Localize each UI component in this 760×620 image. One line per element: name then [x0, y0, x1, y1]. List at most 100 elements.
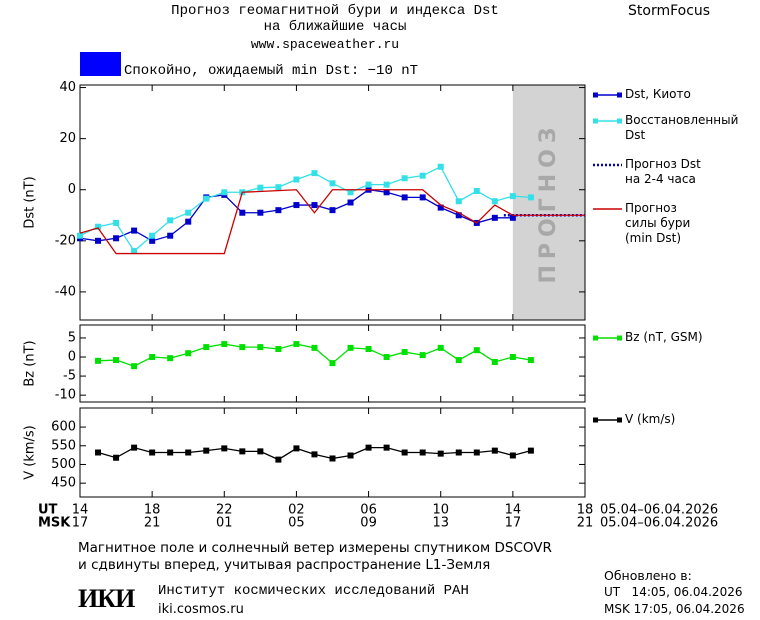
- series-marker: [311, 170, 318, 177]
- series-marker: [473, 449, 480, 456]
- series-marker: [257, 209, 264, 216]
- series-line: [80, 189, 585, 255]
- y-tick-label: 20: [59, 131, 76, 146]
- legend-label: Прогноз Dst на 2-4 часа: [625, 157, 701, 186]
- series-marker: [113, 219, 120, 226]
- updated-ut: UT 14:05, 06.04.2026: [604, 585, 743, 599]
- series-marker: [419, 194, 426, 201]
- series-marker: [311, 344, 318, 351]
- series-marker: [77, 232, 83, 239]
- series-marker: [131, 227, 138, 234]
- series-marker: [203, 447, 210, 454]
- series-marker: [131, 363, 138, 370]
- msk-tick-label: 13: [432, 516, 449, 531]
- series-marker: [437, 163, 444, 170]
- x-tick-label: 06: [360, 503, 377, 518]
- series-marker: [293, 445, 300, 452]
- panel-frame: [79, 407, 586, 498]
- y-tick-label: 0: [68, 182, 76, 197]
- series-marker: [275, 456, 282, 463]
- series-marker: [347, 344, 354, 351]
- logo: ИКИ: [78, 584, 135, 613]
- series-marker: [167, 355, 174, 362]
- series-marker: [95, 449, 102, 456]
- series-marker: [491, 214, 498, 221]
- panel-frame: [79, 324, 586, 403]
- legend-marker: [617, 335, 622, 341]
- series-marker: [275, 184, 282, 191]
- y-tick-label: 5: [68, 330, 76, 345]
- msk-tick-label: 09: [360, 516, 377, 531]
- forecast-label: ПРОГНОЗ: [536, 121, 561, 283]
- series-marker: [365, 346, 372, 353]
- series-marker: [293, 341, 300, 348]
- series-marker: [401, 449, 408, 456]
- series-marker: [329, 455, 336, 462]
- series-marker: [149, 232, 156, 239]
- y-tick-label: -5: [63, 369, 76, 384]
- ut-range: 05.04–06.04.2026: [600, 503, 718, 518]
- series-marker: [221, 189, 228, 196]
- series-marker: [455, 449, 462, 456]
- series-marker: [185, 350, 192, 357]
- url: www.spaceweather.ru: [250, 37, 400, 52]
- series-marker: [113, 454, 120, 461]
- x-tick-label: 02: [288, 503, 305, 518]
- series-marker: [293, 176, 300, 183]
- series-marker: [149, 237, 156, 244]
- msk-tick-label: 21: [577, 516, 594, 531]
- series-marker: [365, 181, 372, 188]
- y-tick-label: -10: [55, 388, 76, 403]
- series-marker: [527, 357, 534, 364]
- legend-label: Dst, Киото: [625, 87, 691, 101]
- y-axis-label: Dst (nT): [23, 176, 38, 228]
- series-marker: [455, 357, 462, 364]
- series-marker: [113, 357, 120, 364]
- series-marker: [239, 344, 246, 351]
- msk-tick-label: 17: [72, 516, 89, 531]
- legend-marker: [593, 417, 598, 423]
- series-marker: [419, 172, 426, 179]
- series-marker: [473, 347, 480, 354]
- legend-marker: [617, 92, 622, 98]
- series-marker: [167, 217, 174, 224]
- msk-tick-label: 05: [288, 516, 305, 531]
- series-marker: [95, 223, 102, 230]
- series-marker: [365, 444, 372, 451]
- series-marker: [311, 202, 318, 209]
- series-marker: [455, 212, 462, 219]
- series-marker: [437, 204, 444, 211]
- panel-frame: [79, 84, 586, 321]
- y-tick-label: 450: [51, 476, 76, 491]
- legend-marker: [593, 335, 598, 341]
- series-marker: [185, 209, 192, 216]
- series-marker: [347, 199, 354, 206]
- series-marker: [383, 354, 390, 361]
- legend-label: V (km/s): [625, 412, 676, 426]
- legend-label: Прогноз силы бури (min Dst): [625, 201, 691, 245]
- brand: StormFocus: [628, 3, 711, 19]
- series-marker: [113, 235, 120, 242]
- x-tick-label: 18: [577, 503, 594, 518]
- series-marker: [221, 445, 228, 452]
- msk-tick-label: 21: [144, 516, 161, 531]
- series-marker: [491, 358, 498, 365]
- series-marker: [221, 341, 228, 348]
- y-axis-label: V (km/s): [23, 425, 38, 480]
- legend-marker: [617, 417, 622, 423]
- series-marker: [527, 194, 534, 201]
- series-marker: [455, 198, 462, 205]
- series-marker: [311, 451, 318, 458]
- series-marker: [149, 449, 156, 456]
- series-marker: [509, 354, 516, 361]
- series-marker: [347, 452, 354, 459]
- series-marker: [95, 357, 102, 364]
- legend-marker: [617, 118, 622, 124]
- series-marker: [527, 447, 534, 454]
- series-marker: [167, 232, 174, 239]
- series-marker: [347, 189, 354, 196]
- series-marker: [239, 448, 246, 455]
- y-tick-label: -20: [55, 233, 76, 248]
- y-tick-label: 0: [68, 350, 76, 365]
